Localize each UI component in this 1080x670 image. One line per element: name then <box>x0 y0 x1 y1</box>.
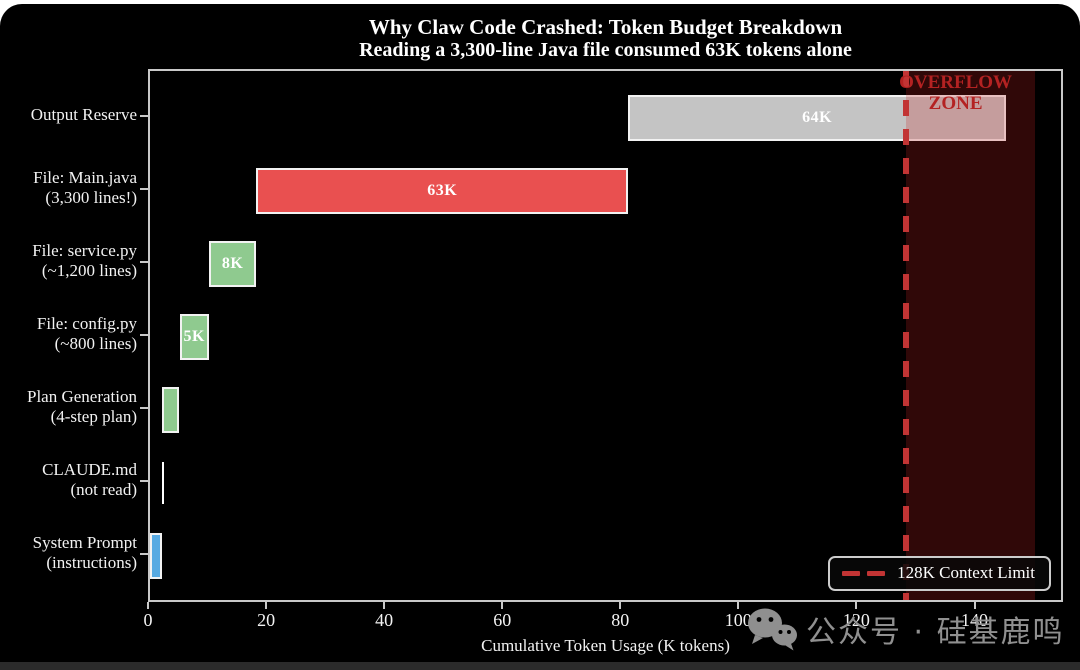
legend-label: 128K Context Limit <box>897 563 1035 582</box>
x-axis-title: Cumulative Token Usage (K tokens) <box>481 636 730 655</box>
x-tick <box>147 602 149 609</box>
y-label-file-main-java: File: Main.java (3,300 lines!) <box>33 168 137 207</box>
bar-system-prompt <box>150 533 162 579</box>
bar-value-label: 64K <box>802 109 833 126</box>
x-tick-label: 80 <box>611 610 630 630</box>
plot-area: 64K 63K 8K 5K OVERFLOW ZONE 128K Context Li… <box>148 69 1063 602</box>
bar-output-reserve: 64K <box>628 95 1006 141</box>
x-tick-label: 0 <box>143 610 153 630</box>
y-label-system-prompt: System Prompt (instructions) <box>32 533 137 572</box>
x-tick-label: 60 <box>493 610 512 630</box>
bar-value-label: 5K <box>183 328 205 345</box>
bar-claude-md <box>161 462 165 504</box>
overflow-label-line1: OVERFLOW <box>899 72 1013 93</box>
x-tick-label: 100 <box>724 610 752 630</box>
y-tick <box>140 115 148 117</box>
y-label-file-service-py: File: service.py (~1,200 lines) <box>32 241 137 280</box>
y-tick <box>140 334 148 336</box>
x-tick <box>737 602 740 609</box>
y-tick <box>140 480 148 482</box>
x-tick-label: 140 <box>961 610 988 630</box>
bar-plan-generation <box>161 387 180 433</box>
y-tick <box>140 188 148 190</box>
watermark: 公众号 · 硅基鹿鸣 <box>746 606 1065 651</box>
y-label-claude-md: CLAUDE.md (not read) <box>42 460 137 499</box>
chart-canvas: Why Claw Code Crashed: Token Budget Brea… <box>0 4 1080 670</box>
overflow-zone-shading <box>905 71 1036 600</box>
wechat-icon <box>748 608 797 651</box>
x-tick <box>619 602 622 609</box>
legend: 128K Context Limit <box>828 556 1051 591</box>
bar-value-label: 8K <box>221 255 244 272</box>
overflow-label-line2: ZONE <box>928 93 983 114</box>
y-label-output-reserve: Output Reserve <box>30 105 137 124</box>
x-tick <box>265 602 268 609</box>
bottom-edge <box>0 662 1080 670</box>
chart-subtitle: Reading a 3,300-line Java file consumed … <box>359 39 852 61</box>
x-tick-label: 20 <box>257 610 276 630</box>
y-tick <box>140 553 148 555</box>
x-tick <box>855 602 858 609</box>
x-tick-label: 40 <box>375 610 394 630</box>
y-label-plan-generation: Plan Generation (4-step plan) <box>27 387 137 426</box>
y-tick <box>140 261 148 263</box>
x-tick <box>501 602 504 609</box>
bar-value-label: 63K <box>427 182 458 199</box>
dashed-line-sample <box>842 570 886 576</box>
bar-file-main-java: 63K <box>256 168 629 214</box>
x-tick-label: 120 <box>842 610 870 630</box>
x-tick <box>973 602 976 609</box>
watermark-text: 公众号 · 硅基鹿鸣 <box>806 614 1065 650</box>
x-tick <box>383 602 386 609</box>
overflow-zone-label: OVERFLOW ZONE <box>856 72 1056 114</box>
bar-file-service-py: 8K <box>209 241 257 287</box>
y-label-file-config-py: File: config.py (~800 lines) <box>36 314 137 353</box>
context-limit-line <box>902 71 909 600</box>
chart-title: Why Claw Code Crashed: Token Budget Brea… <box>368 15 843 39</box>
y-tick <box>140 407 148 409</box>
bars-layer: 64K 63K 8K 5K <box>150 71 1061 600</box>
bar-file-config-py: 5K <box>179 314 209 360</box>
